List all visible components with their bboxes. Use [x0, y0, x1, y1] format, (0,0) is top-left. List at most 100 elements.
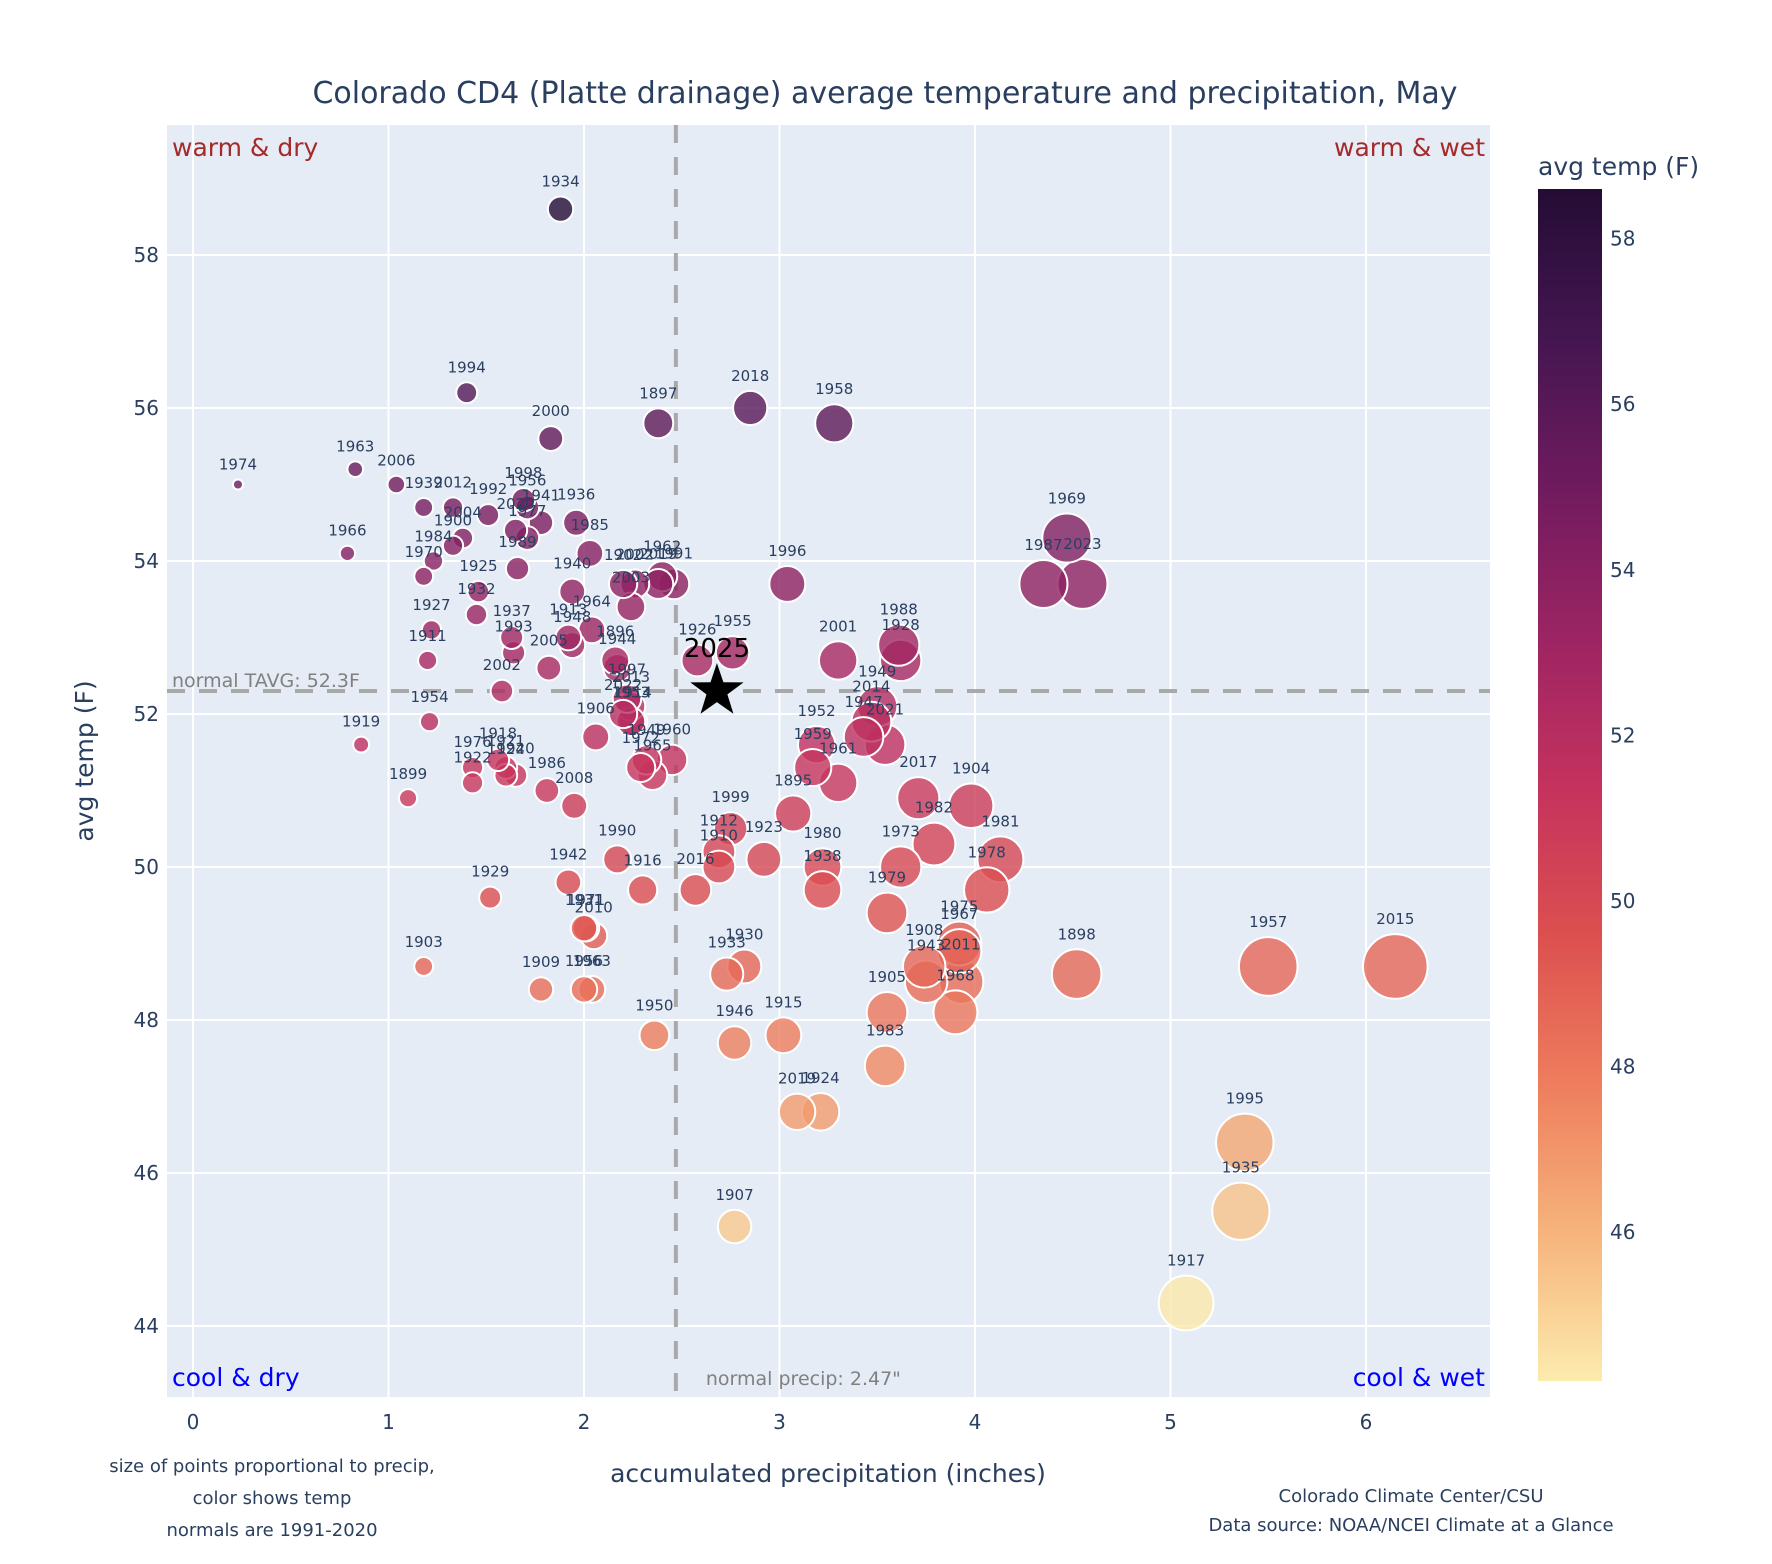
point-1918[interactable] — [485, 747, 511, 773]
point-1956[interactable] — [569, 975, 599, 1004]
point-1968[interactable] — [932, 989, 979, 1036]
point-label: 1912 — [700, 811, 738, 829]
point-2008[interactable] — [560, 791, 589, 820]
point-1989[interactable] — [504, 556, 531, 582]
point-2018[interactable] — [732, 389, 769, 427]
point-1995[interactable] — [1215, 1112, 1275, 1173]
point-1919[interactable] — [352, 735, 371, 754]
point-1986[interactable] — [533, 777, 561, 804]
point-1926[interactable] — [680, 643, 715, 678]
point-label: 1984 — [414, 527, 452, 545]
point-1937[interactable] — [499, 625, 525, 650]
point-1978[interactable] — [963, 866, 1011, 914]
point-1929[interactable] — [478, 885, 503, 910]
point-2017[interactable] — [896, 776, 941, 821]
point-1938[interactable] — [802, 870, 843, 910]
point-2019[interactable] — [777, 1092, 817, 1132]
point-2006[interactable] — [386, 474, 407, 495]
x-tick-label: 1 — [382, 1410, 395, 1434]
point-1969[interactable] — [1041, 512, 1093, 564]
highlight-star-icon[interactable] — [690, 663, 744, 714]
point-1904[interactable] — [947, 782, 995, 830]
point-1932[interactable] — [464, 602, 489, 627]
point-1933[interactable] — [709, 956, 745, 992]
point-1905[interactable] — [865, 991, 909, 1034]
point-label: 1928 — [882, 616, 920, 634]
point-label: 2015 — [1376, 910, 1414, 928]
point-1972[interactable] — [625, 752, 657, 784]
point-1923[interactable] — [745, 840, 783, 878]
point-1909[interactable] — [527, 976, 555, 1003]
point-1910[interactable] — [701, 849, 737, 885]
x-tick-label: 6 — [1360, 1410, 1373, 1434]
point-2012[interactable] — [441, 496, 465, 519]
point-1913[interactable] — [554, 623, 583, 652]
point-label: 2010 — [575, 898, 613, 916]
point-1985[interactable] — [575, 539, 605, 568]
point-1979[interactable] — [865, 891, 909, 935]
point-2020[interactable] — [502, 517, 529, 543]
point-2002[interactable] — [489, 678, 515, 704]
point-1907[interactable] — [716, 1208, 753, 1245]
point-1896[interactable] — [600, 645, 631, 676]
point-1902[interactable] — [607, 568, 639, 600]
point-1994[interactable] — [455, 381, 479, 405]
point-1973[interactable] — [879, 845, 923, 889]
point-1957[interactable] — [1237, 936, 1299, 997]
point-1946[interactable] — [716, 1025, 753, 1061]
point-1974[interactable] — [231, 478, 245, 491]
point-1966[interactable] — [338, 544, 357, 562]
point-1970[interactable] — [413, 565, 435, 587]
point-1988[interactable] — [877, 623, 921, 667]
point-1908[interactable] — [901, 944, 947, 989]
point-2016[interactable] — [678, 873, 713, 907]
point-1916[interactable] — [627, 874, 659, 906]
point-1940[interactable] — [558, 577, 587, 606]
point-1990[interactable] — [602, 844, 633, 875]
point-1917[interactable] — [1157, 1274, 1215, 1332]
point-1899[interactable] — [397, 788, 419, 809]
point-label: 1953 — [612, 683, 650, 701]
point-1903[interactable] — [413, 956, 435, 977]
point-2001[interactable] — [817, 640, 859, 681]
point-1900[interactable] — [441, 534, 465, 557]
point-1958[interactable] — [814, 403, 855, 444]
point-label: 1899 — [389, 765, 427, 783]
point-2015[interactable] — [1362, 933, 1429, 1000]
point-1935[interactable] — [1211, 1181, 1271, 1241]
point-2005[interactable] — [535, 654, 563, 682]
point-2000[interactable] — [537, 425, 565, 453]
point-1915[interactable] — [764, 1016, 803, 1055]
point-1954[interactable] — [418, 711, 441, 733]
point-1911[interactable] — [417, 649, 439, 671]
point-1939[interactable] — [413, 497, 435, 518]
point-1983[interactable] — [863, 1044, 907, 1088]
point-1934[interactable] — [546, 195, 575, 223]
point-label: 1996 — [768, 542, 806, 560]
point-1925[interactable] — [466, 579, 491, 604]
point-1897[interactable] — [642, 407, 675, 440]
point-1936[interactable] — [562, 508, 591, 537]
point-1927[interactable] — [420, 619, 443, 641]
point-1898[interactable] — [1050, 948, 1103, 1000]
point-1998[interactable] — [510, 487, 537, 513]
point-1982[interactable] — [911, 821, 957, 867]
point-1906[interactable] — [581, 722, 611, 752]
point-1984[interactable] — [422, 550, 445, 572]
y-axis-title: avg temp (F) — [70, 680, 99, 841]
point-label: 2021 — [866, 700, 904, 718]
colorbar-tick-label: 54 — [1610, 558, 1635, 582]
point-1955[interactable] — [714, 635, 751, 671]
point-1959[interactable] — [793, 747, 833, 788]
point-1996[interactable] — [768, 564, 807, 603]
point-1950[interactable] — [638, 1019, 671, 1052]
point-1942[interactable] — [554, 868, 583, 897]
point-1987[interactable] — [1018, 558, 1069, 609]
point-1895[interactable] — [774, 794, 813, 833]
point-1947[interactable] — [842, 716, 885, 758]
point-2022[interactable] — [607, 698, 639, 730]
point-1931[interactable] — [569, 914, 599, 943]
point-1963[interactable] — [346, 460, 365, 479]
point-1922[interactable] — [460, 771, 485, 795]
point-1992[interactable] — [476, 503, 501, 528]
